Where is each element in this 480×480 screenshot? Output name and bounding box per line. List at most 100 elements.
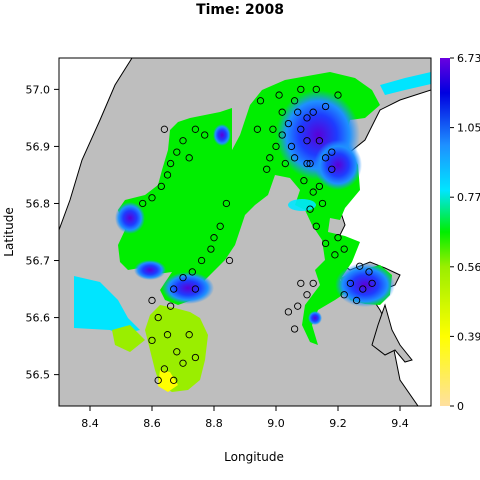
y-tick-label: 56.8 xyxy=(26,197,51,210)
sample-point xyxy=(163,171,172,179)
sample-point xyxy=(225,256,234,265)
west-green xyxy=(112,325,145,352)
sample-point xyxy=(160,125,169,133)
sample-point xyxy=(318,199,327,208)
colorbar-tick-label: 0.77 xyxy=(457,191,480,204)
sample-point xyxy=(188,268,196,276)
ne-water xyxy=(380,72,431,95)
x-tick-label: 8.6 xyxy=(143,417,161,430)
sample-point xyxy=(148,296,156,305)
sample-point xyxy=(197,256,206,265)
sample-point xyxy=(300,177,308,185)
sample-point xyxy=(352,296,361,305)
sample-point xyxy=(303,137,311,145)
y-tick-label: 56.7 xyxy=(26,255,51,268)
sample-point xyxy=(148,194,156,202)
sample-point xyxy=(312,85,320,94)
sample-point xyxy=(321,154,330,162)
sample-point xyxy=(191,285,200,293)
sample-point xyxy=(266,154,274,162)
x-axis-label: Longitude xyxy=(224,450,284,464)
colorbar-tick-label: 1.05 xyxy=(457,122,480,135)
sample-point xyxy=(309,108,317,116)
colorbar-tick-label: 0.39 xyxy=(457,330,480,343)
sample-point xyxy=(303,159,311,168)
sample-point xyxy=(157,182,165,191)
chart-title: Time: 2008 xyxy=(196,2,284,18)
sample-point xyxy=(179,273,187,282)
sample-point xyxy=(309,188,317,196)
x-axis: 8.4 8.6 8.8 9.0 9.2 9.4 xyxy=(81,406,409,430)
colorbar-ticks: 0 0.39 0.56 0.77 1.05 6.73 xyxy=(450,52,480,413)
sample-point xyxy=(290,325,299,333)
sample-point xyxy=(284,119,293,128)
sample-point xyxy=(191,125,200,133)
hotspot-north xyxy=(213,124,231,146)
sample-point xyxy=(303,114,311,122)
sample-point xyxy=(154,376,162,384)
x-tick-label: 9.0 xyxy=(267,417,285,430)
sample-point xyxy=(154,313,162,322)
sample-point xyxy=(253,125,262,133)
sample-point xyxy=(275,91,283,99)
plot-frame xyxy=(58,57,432,407)
sample-point xyxy=(315,182,324,191)
sample-point xyxy=(272,142,280,151)
sample-point xyxy=(328,165,336,173)
sample-point xyxy=(166,302,175,310)
hotspot-inlet xyxy=(308,311,322,325)
sample-point xyxy=(163,331,172,339)
sample-points xyxy=(139,85,376,384)
y-tick-label: 56.5 xyxy=(26,369,51,382)
hotspot-southeast xyxy=(335,263,395,307)
sample-point xyxy=(278,108,286,116)
sample-point xyxy=(290,154,299,162)
sample-point xyxy=(290,97,299,105)
sample-point xyxy=(368,279,376,287)
sample-point xyxy=(185,154,193,162)
sample-point xyxy=(166,159,175,168)
sample-point xyxy=(287,142,296,151)
sample-point xyxy=(294,108,302,116)
sample-point xyxy=(173,348,181,356)
se-bay-outline xyxy=(371,303,413,363)
sample-point xyxy=(210,234,218,242)
y-axis: 56.5 56.6 56.7 56.8 56.9 57.0 xyxy=(26,83,59,382)
sample-point xyxy=(312,222,320,230)
sample-point xyxy=(148,336,156,345)
sample-point xyxy=(191,353,200,362)
sample-point xyxy=(297,125,305,133)
sample-point xyxy=(306,205,314,213)
sample-point xyxy=(340,245,348,253)
y-tick-label: 56.6 xyxy=(26,312,51,325)
cyan-patch xyxy=(288,199,316,211)
sample-point xyxy=(306,159,314,168)
sample-point xyxy=(269,125,277,133)
sample-point xyxy=(173,148,181,156)
colorbar-tick-label: 0.56 xyxy=(457,261,480,274)
sample-point xyxy=(278,131,286,139)
sample-point xyxy=(321,102,330,111)
sample-point xyxy=(315,137,324,145)
sample-point xyxy=(321,239,330,248)
x-tick-label: 9.4 xyxy=(391,417,409,430)
sample-point xyxy=(309,279,317,287)
y-tick-label: 57.0 xyxy=(26,83,51,96)
map-area xyxy=(59,58,431,406)
x-tick-label: 9.2 xyxy=(329,417,347,430)
sample-point xyxy=(256,97,265,105)
sample-point xyxy=(328,148,336,156)
sample-point xyxy=(222,199,231,208)
colorbar: 0 0.39 0.56 0.77 1.05 6.73 xyxy=(440,52,480,413)
x-tick-label: 8.8 xyxy=(205,417,223,430)
colorbar-tick-label: 6.73 xyxy=(457,52,480,65)
sample-point xyxy=(263,165,271,173)
hotspot-south xyxy=(162,272,214,304)
sample-point xyxy=(297,85,305,94)
hotspot-narrows xyxy=(134,260,166,280)
sample-point xyxy=(359,285,367,293)
sample-point xyxy=(340,291,348,299)
sample-point xyxy=(179,359,187,367)
colorbar-tick-label: 0 xyxy=(457,400,464,413)
